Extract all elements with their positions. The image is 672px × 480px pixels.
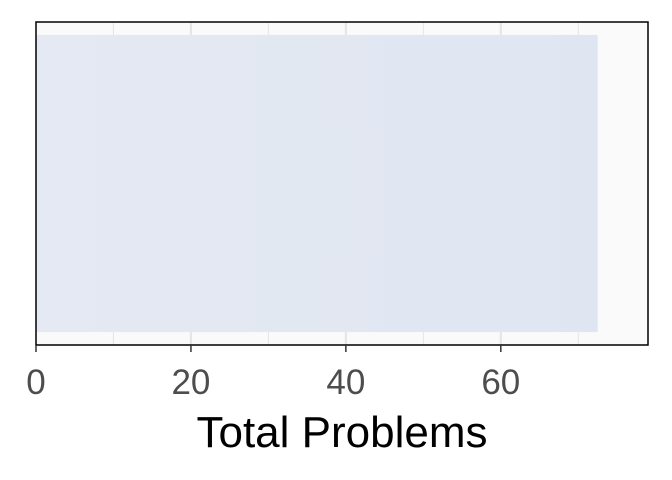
x-axis-ticks: 0 20 40 60 xyxy=(26,345,520,402)
x-axis-title: Total Problems xyxy=(196,408,487,457)
x-tick-label: 0 xyxy=(26,363,45,402)
x-tick-label: 20 xyxy=(171,363,210,402)
x-tick-label: 60 xyxy=(481,363,520,402)
plot-panel-border xyxy=(35,21,649,346)
bar xyxy=(36,34,598,333)
bars xyxy=(36,34,598,333)
x-tick-label: 40 xyxy=(326,363,365,402)
